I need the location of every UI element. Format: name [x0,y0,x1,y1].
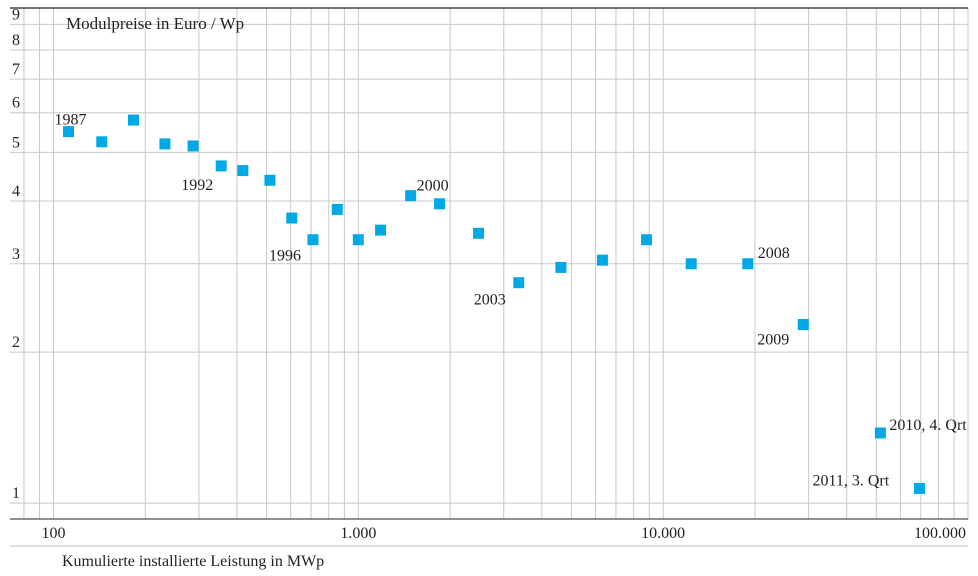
data-point [96,136,108,148]
y-tick-label: 8 [12,32,20,49]
axes [10,7,968,547]
data-point [159,138,171,150]
y-tick-label: 7 [12,61,20,78]
data-point [434,198,446,210]
data-point [237,165,249,177]
data-point [215,160,227,172]
data-point [641,234,653,246]
point-label: 2008 [758,245,790,262]
grid [10,8,969,519]
point-label: 1992 [181,177,213,194]
data-points [62,114,925,494]
data-point [913,482,925,494]
x-tick-label: 100 [41,525,65,542]
data-point [555,261,567,273]
x-tick-labels: 100 1.000 10.000 100.000 [41,525,966,542]
y-tick-labels: 1 2 3 4 5 6 7 8 9 [12,6,20,502]
point-label: 2000 [417,178,449,195]
chart-title: Modulpreise in Euro / Wp [66,14,244,33]
data-point [127,114,139,126]
data-point [797,319,809,331]
point-label: 1996 [269,248,301,265]
y-tick-label: 9 [12,6,20,23]
data-point [513,277,525,289]
x-tick-label: 10.000 [641,525,685,542]
point-label: 1987 [54,112,86,129]
point-label: 2010, 4. Qrt [889,417,967,434]
data-point [307,234,319,246]
data-point [62,126,74,138]
x-tick-label: 100.000 [914,525,966,542]
y-tick-label: 2 [12,334,20,351]
y-tick-label: 5 [12,134,20,151]
y-tick-label: 3 [12,246,20,263]
data-point [331,203,343,215]
data-point [264,174,276,186]
point-labels: 1987 1992 1996 2000 2003 2008 2009 2010, 4. Qrt… [54,112,967,490]
point-label: 2011, 3. Qrt [812,472,889,489]
x-axis-label: Kumulierte installierte Leistung in MWp [62,553,324,570]
point-label: 2009 [757,332,789,349]
y-tick-label: 1 [12,485,20,502]
data-point [375,224,387,236]
data-point [286,212,298,224]
data-point [874,427,886,439]
point-label: 2003 [474,292,506,309]
data-point [187,140,199,152]
x-tick-label: 1.000 [340,525,376,542]
data-point [473,227,485,239]
data-point [352,234,364,246]
data-point [405,190,417,202]
y-tick-label: 6 [12,95,20,112]
data-point [742,258,754,270]
data-point [596,254,608,266]
data-point [685,258,697,270]
y-tick-label: 4 [12,183,20,200]
